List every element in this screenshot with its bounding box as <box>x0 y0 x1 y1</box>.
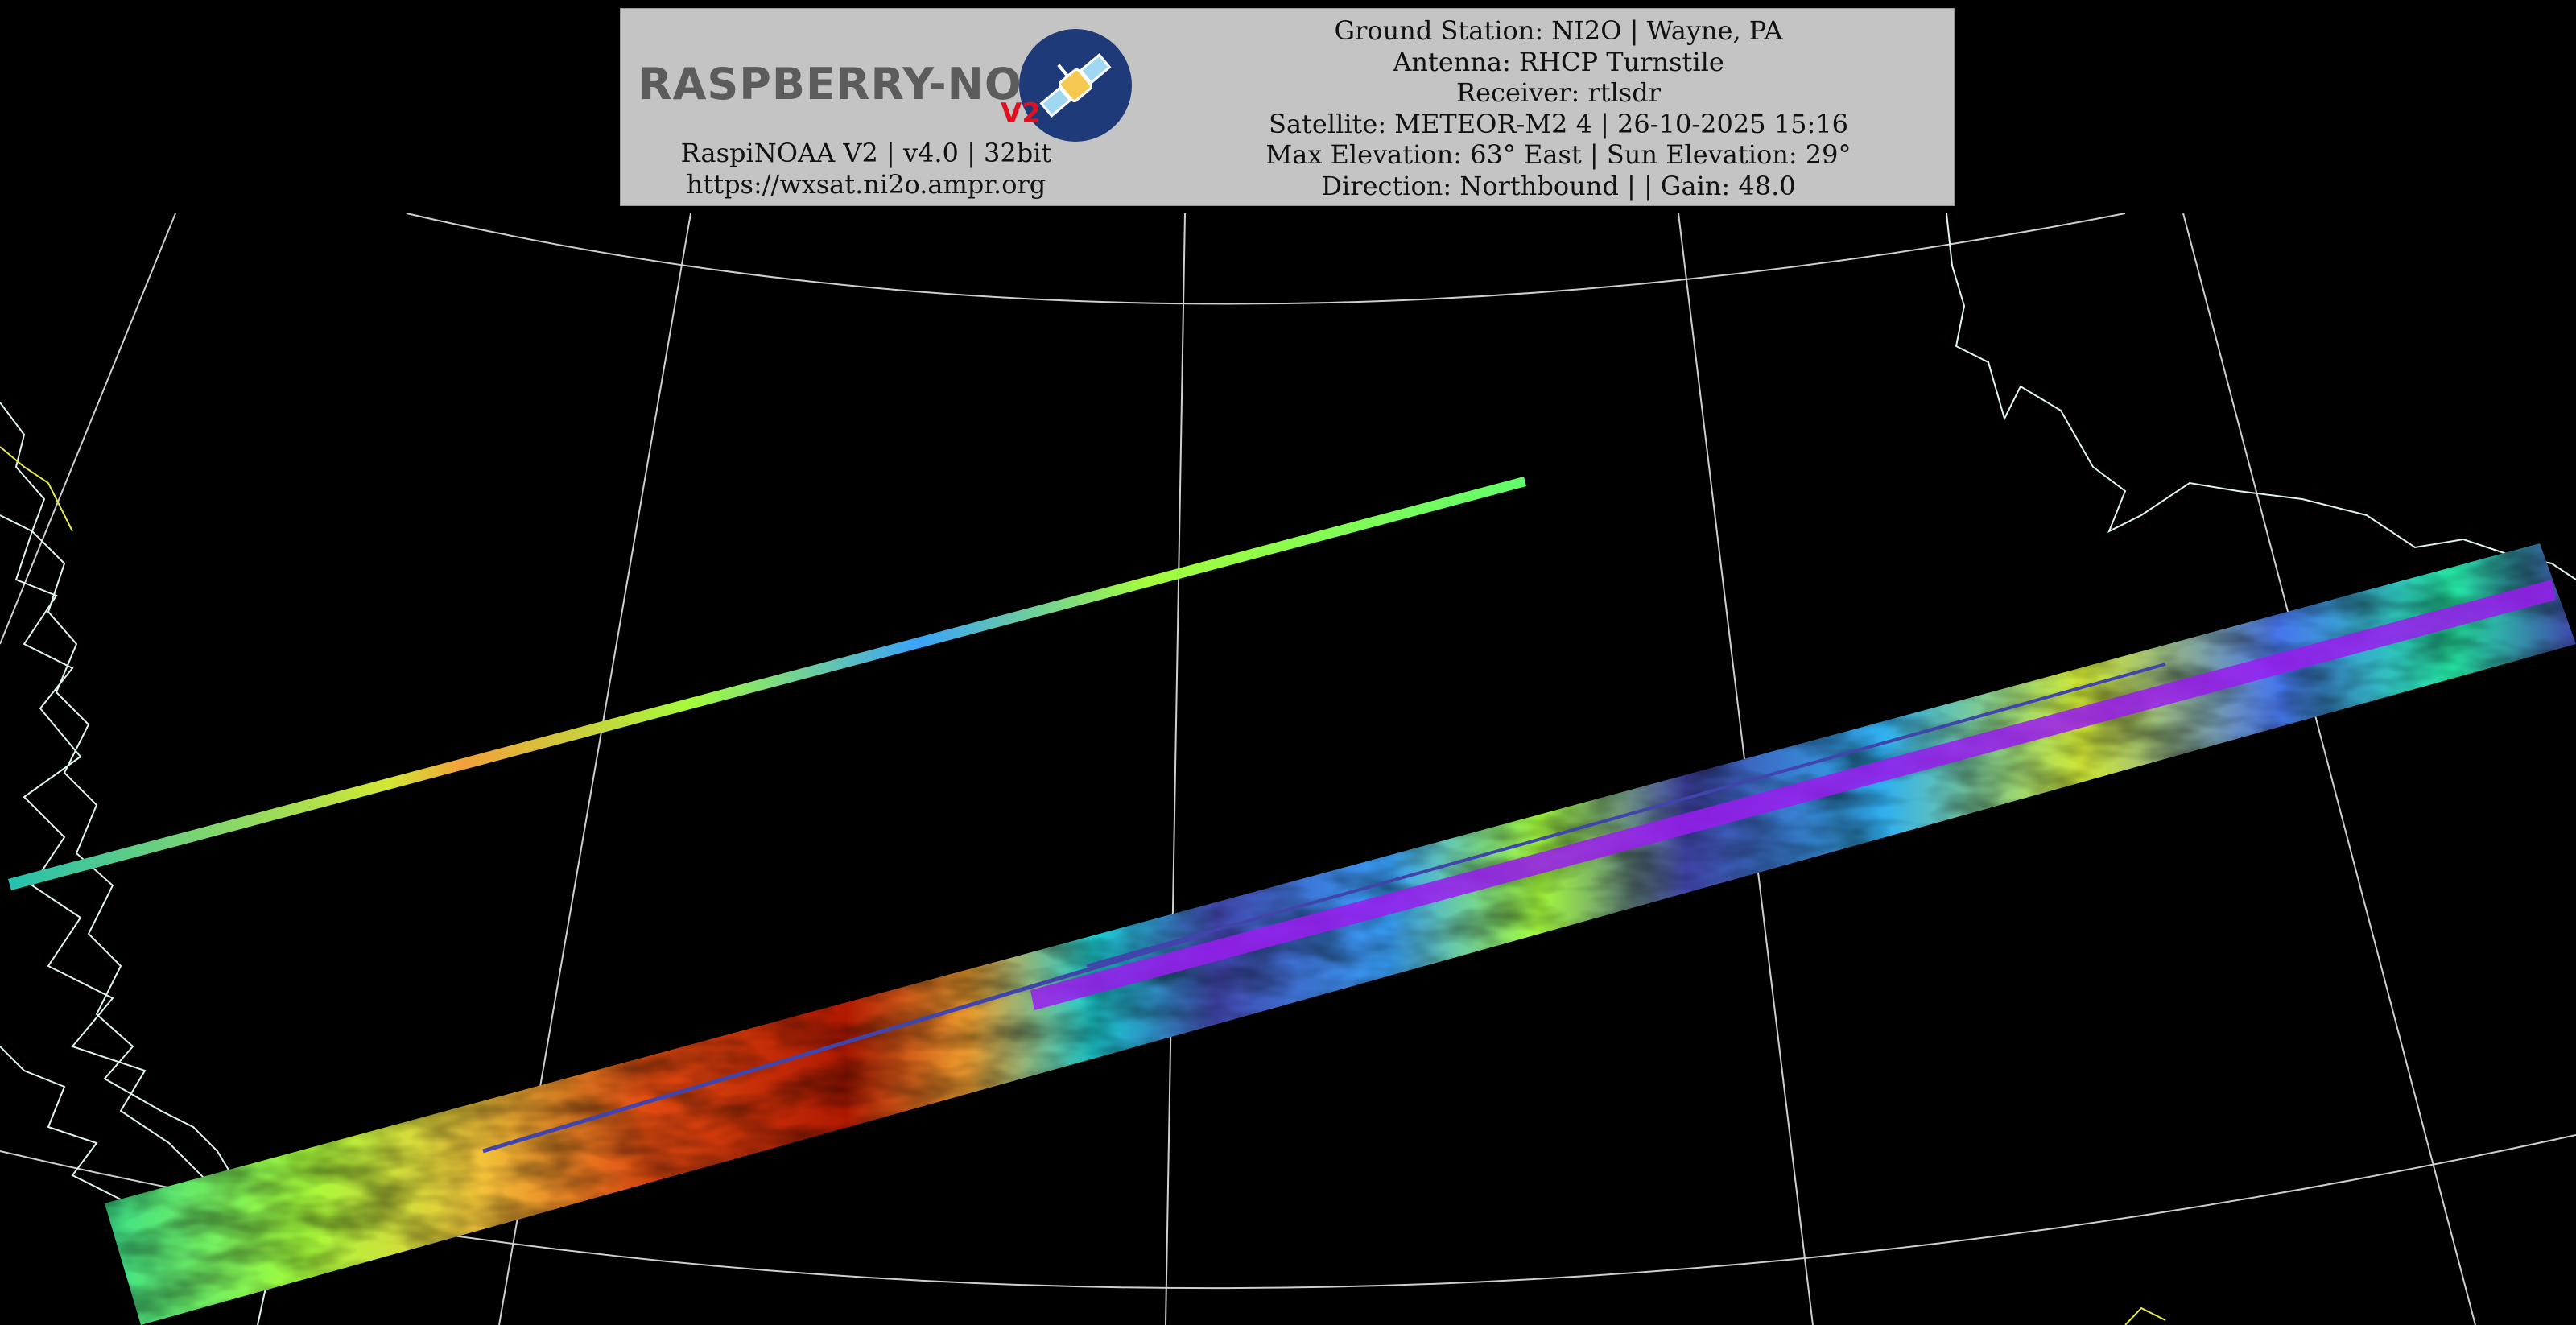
elevation: Max Elevation: 63° East | Sun Elevation:… <box>1265 139 1852 170</box>
antenna: Antenna: RHCP Turnstile <box>1393 46 1724 77</box>
software-version: RaspiNOAA V2 | v4.0 | 32bit <box>680 138 1052 168</box>
pass-details: Ground Station: NI2O | Wayne, PA Antenna… <box>1216 15 1901 201</box>
pass-info-header: RASPBERRY-NOAA V2 RaspiNOAA V2 | v4.0 | … <box>620 8 1955 206</box>
graticule-meridian <box>1165 213 1186 1325</box>
scan-artifact-line <box>1086 662 2166 968</box>
graticule-latitude <box>406 213 2126 305</box>
state-border <box>2124 1306 2166 1325</box>
scan-artifact-line <box>482 931 1208 1154</box>
graticule-meridian <box>0 213 176 645</box>
receiver: Receiver: rtlsdr <box>1456 77 1661 108</box>
ground-station: Ground Station: NI2O | Wayne, PA <box>1334 15 1783 46</box>
satellite: Satellite: METEOR-M2 4 | 26-10-2025 15:1… <box>1269 108 1848 139</box>
satellite-icon <box>1019 29 1132 142</box>
state-border <box>0 446 73 532</box>
main-swath <box>105 543 2576 1325</box>
logo-version-badge: V2 <box>1001 97 1041 130</box>
direction-gain: Direction: Northbound | | Gain: 48.0 <box>1321 170 1796 201</box>
software-info: RaspiNOAA V2 | v4.0 | 32bit https://wxsa… <box>645 138 1088 200</box>
graticule-meridian <box>2182 213 2476 1325</box>
logo-wordmark: RASPBERRY-NOAA <box>638 59 1090 109</box>
raspberry-noaa-logo: RASPBERRY-NOAA V2 <box>629 17 1136 146</box>
station-url: https://wxsat.ni2o.ampr.org <box>686 169 1046 200</box>
cloud-band <box>1030 580 2556 1010</box>
thin-swath-strip <box>8 477 1526 890</box>
